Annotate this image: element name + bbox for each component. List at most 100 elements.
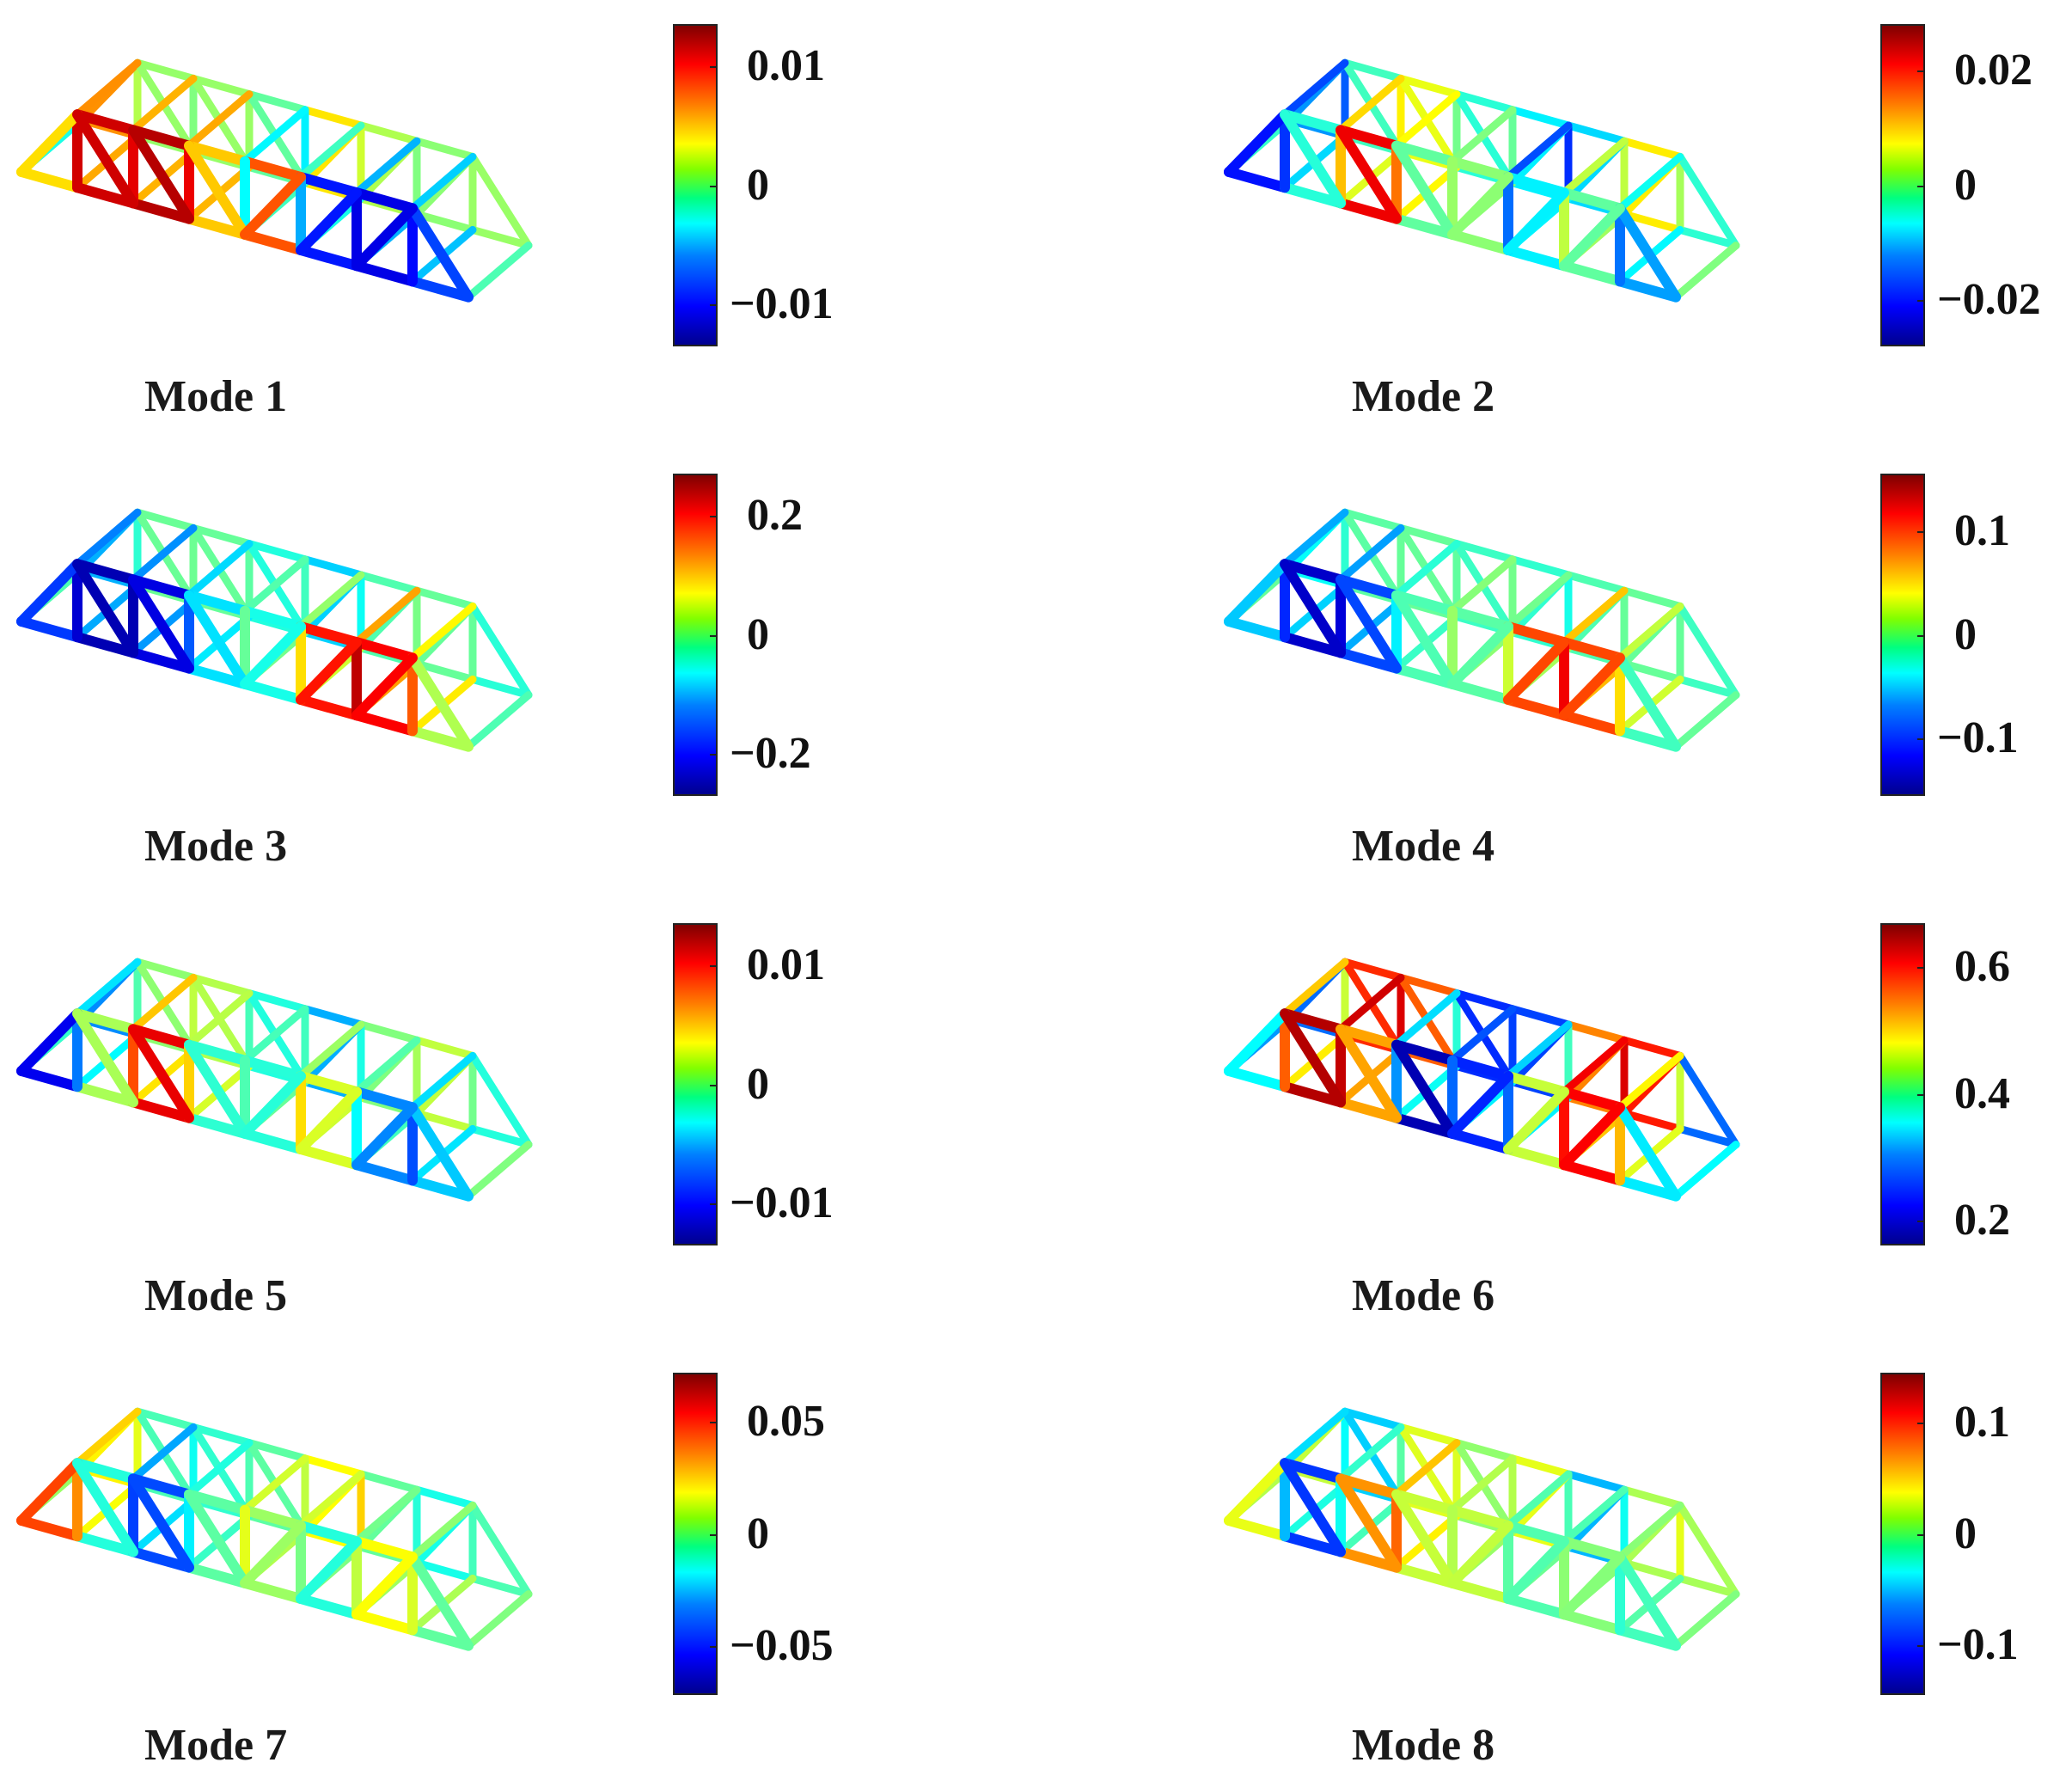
back-top-chord bbox=[413, 137, 477, 161]
front-top-chord bbox=[1391, 140, 1458, 167]
front-bottom-chord bbox=[184, 663, 250, 689]
front-diagonal bbox=[1335, 1024, 1402, 1123]
front-bottom-chord bbox=[296, 1594, 362, 1620]
front-bottom-chord bbox=[72, 632, 138, 658]
top-strut bbox=[1560, 1036, 1629, 1096]
front-top-chord bbox=[1335, 1473, 1402, 1500]
back-top-chord bbox=[1620, 586, 1684, 610]
floor-beam bbox=[464, 691, 533, 751]
front-bottom-chord bbox=[128, 1097, 194, 1123]
front-diagonal bbox=[184, 140, 250, 240]
front-end-post bbox=[407, 1102, 474, 1202]
back-bottom-chord bbox=[468, 675, 533, 700]
truss-bridge-mode-shape bbox=[16, 58, 533, 303]
front-diagonal bbox=[128, 1473, 194, 1573]
front-diagonal bbox=[1391, 140, 1458, 240]
top-strut bbox=[185, 989, 254, 1050]
top-strut bbox=[1392, 1439, 1461, 1499]
colorbar-tick-label: 0.05 bbox=[747, 1397, 825, 1447]
back-bottom-chord bbox=[413, 659, 477, 683]
front-bottom-chord bbox=[1447, 1128, 1513, 1154]
back-top-chord bbox=[413, 586, 477, 610]
front-top-chord bbox=[72, 1008, 138, 1035]
front-diagonal bbox=[128, 125, 194, 224]
back-bottom-chord bbox=[413, 210, 477, 234]
front-diagonal bbox=[351, 1551, 418, 1620]
back-top-chord bbox=[133, 1407, 198, 1431]
front-diagonal bbox=[1447, 621, 1513, 689]
truss-bridge-mode-shape bbox=[16, 1407, 533, 1651]
top-strut bbox=[1616, 152, 1684, 212]
mode-label: Mode 4 bbox=[1352, 822, 1495, 871]
colorbar-tick-label: 0 bbox=[1954, 1509, 1977, 1558]
front-top-chord bbox=[1559, 187, 1625, 214]
back-top-chord bbox=[301, 106, 365, 130]
front-bottom-chord bbox=[1447, 229, 1513, 255]
back-bottom-chord bbox=[1676, 1574, 1740, 1599]
back-bottom-chord bbox=[413, 1109, 477, 1133]
front-bottom-chord bbox=[1447, 1577, 1513, 1604]
colorbar-tick-mark bbox=[710, 65, 716, 68]
back-top-chord bbox=[1341, 1407, 1405, 1431]
top-strut bbox=[1280, 58, 1349, 119]
top-strut bbox=[1616, 1051, 1684, 1111]
back-bottom-chord bbox=[1620, 1109, 1684, 1133]
front-bottom-chord bbox=[351, 260, 418, 287]
back-top-chord bbox=[133, 508, 198, 532]
front-bottom-chord bbox=[1224, 167, 1290, 193]
front-top-chord bbox=[1280, 109, 1346, 136]
front-diagonal bbox=[240, 621, 306, 689]
colorbar-tick-label: 0.2 bbox=[1954, 1195, 2010, 1245]
back-top-chord bbox=[1452, 540, 1517, 564]
front-top-chord bbox=[351, 1536, 418, 1563]
colorbar-tick-label: 0.01 bbox=[747, 939, 825, 989]
mode-panel-6: Mode 6 0.6 0.4 0.2 bbox=[1207, 899, 2072, 1337]
front-bottom-chord bbox=[1503, 695, 1569, 721]
front-diagonal bbox=[1335, 1473, 1402, 1573]
top-strut bbox=[1504, 571, 1573, 631]
colorbar-tick-label: −0.01 bbox=[730, 279, 834, 329]
back-end-post bbox=[468, 152, 533, 250]
back-top-chord bbox=[245, 540, 309, 564]
colorbar-tick-label: −0.1 bbox=[1937, 1619, 2019, 1669]
top-strut bbox=[1392, 540, 1461, 600]
top-strut bbox=[185, 90, 254, 150]
front-diagonal bbox=[351, 1102, 418, 1171]
truss-bridge-mode-shape bbox=[1224, 508, 1740, 752]
back-bottom-chord bbox=[413, 1558, 477, 1582]
colorbar-tick-label: 0.6 bbox=[1954, 942, 2010, 992]
top-strut bbox=[296, 121, 365, 181]
front-top-chord bbox=[128, 1473, 194, 1500]
front-top-chord bbox=[72, 1458, 138, 1484]
front-bottom-chord bbox=[407, 276, 474, 303]
front-diagonal bbox=[1335, 125, 1402, 224]
mode-panel-8: Mode 8 0.1 0 −0.1 bbox=[1207, 1349, 2072, 1787]
back-top-chord bbox=[1397, 973, 1461, 998]
truss-bridge-mode-shape bbox=[1224, 1407, 1740, 1651]
front-bottom-chord bbox=[72, 182, 138, 209]
truss-bridge-mode-shape bbox=[1224, 58, 1740, 303]
front-bottom-chord bbox=[16, 1515, 83, 1542]
front-top-chord bbox=[1280, 1008, 1346, 1035]
back-bottom-chord bbox=[468, 225, 533, 250]
front-diagonal bbox=[1391, 1489, 1458, 1588]
back-bottom-chord bbox=[1676, 1124, 1740, 1149]
front-diagonal bbox=[1391, 590, 1458, 689]
front-end-post bbox=[407, 1551, 474, 1651]
mode-label: Mode 1 bbox=[144, 372, 288, 421]
back-top-chord bbox=[1508, 555, 1573, 579]
front-bottom-chord bbox=[1559, 1609, 1625, 1636]
colorbar-tick-label: 0.1 bbox=[1954, 1398, 2010, 1447]
back-top-chord bbox=[1341, 58, 1405, 83]
top-strut bbox=[1560, 1485, 1629, 1545]
colorbar-tick-mark bbox=[1917, 185, 1923, 187]
colorbar-tick-mark bbox=[1917, 634, 1923, 637]
front-bottom-chord bbox=[16, 616, 83, 643]
top-strut bbox=[1336, 523, 1405, 584]
front-diagonal bbox=[296, 637, 362, 705]
floor-beam bbox=[464, 1141, 533, 1201]
top-strut bbox=[1392, 989, 1461, 1050]
top-strut bbox=[352, 1036, 421, 1096]
top-strut bbox=[241, 555, 309, 615]
colorbar-tick-mark bbox=[710, 1533, 716, 1536]
